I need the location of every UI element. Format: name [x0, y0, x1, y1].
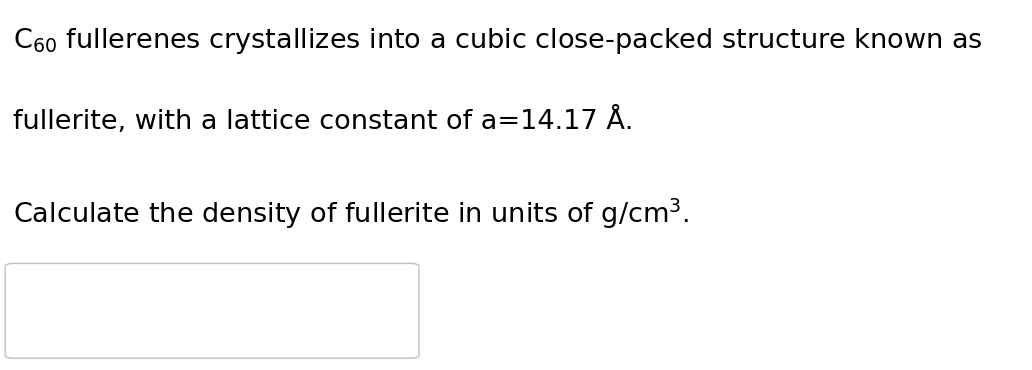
Text: C$_{60}$ fullerenes crystallizes into a cubic close-packed structure known as: C$_{60}$ fullerenes crystallizes into a … — [13, 26, 983, 56]
FancyBboxPatch shape — [5, 263, 419, 358]
Text: fullerite, with a lattice constant of a=14.17 Å.: fullerite, with a lattice constant of a=… — [13, 107, 634, 135]
Text: Calculate the density of fullerite in units of g/cm$^3$.: Calculate the density of fullerite in un… — [13, 196, 689, 231]
